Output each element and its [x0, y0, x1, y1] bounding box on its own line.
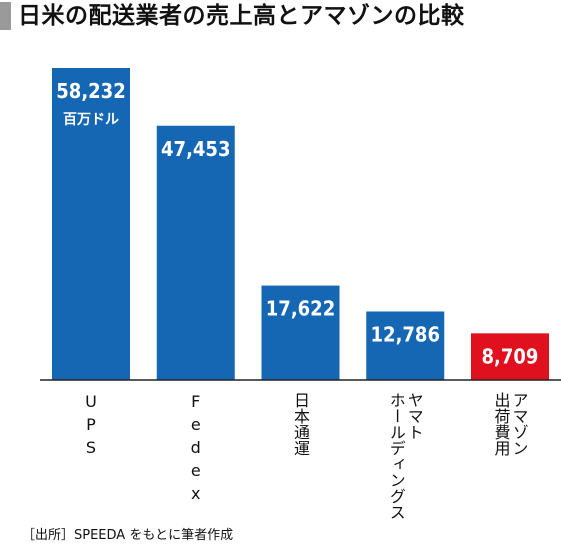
- bar-2: [261, 285, 340, 380]
- value-label-4: 8,709: [482, 344, 539, 368]
- value-label-0: 58,232: [56, 79, 125, 103]
- category-label-4-0: アマゾン: [510, 392, 529, 456]
- category-label-3-0: ヤマト: [405, 392, 424, 440]
- category-label-0-0: UPS: [82, 392, 101, 461]
- value-label-3: 12,786: [371, 322, 440, 346]
- bar-3: [366, 311, 445, 380]
- category-label-4-1: 出荷費用: [492, 392, 511, 457]
- title-accent-bar: [0, 2, 11, 30]
- bar-0: [52, 68, 130, 380]
- value-label-2: 17,622: [266, 297, 335, 321]
- category-label-2-0: 日本通運: [291, 392, 310, 456]
- unit-label: 百万ドル: [63, 112, 119, 128]
- bar-4: [471, 333, 549, 380]
- value-label-1: 47,453: [161, 137, 230, 161]
- category-label-3-1: ホールディングス: [387, 392, 406, 520]
- category-label-1-0: Fedex: [186, 392, 205, 507]
- chart-title: 日米の配送業者の売上高とアマゾンの比較: [18, 3, 465, 29]
- bar-1: [156, 125, 235, 380]
- source-note: ［出所］SPEEDA をもとに筆者作成: [22, 528, 234, 543]
